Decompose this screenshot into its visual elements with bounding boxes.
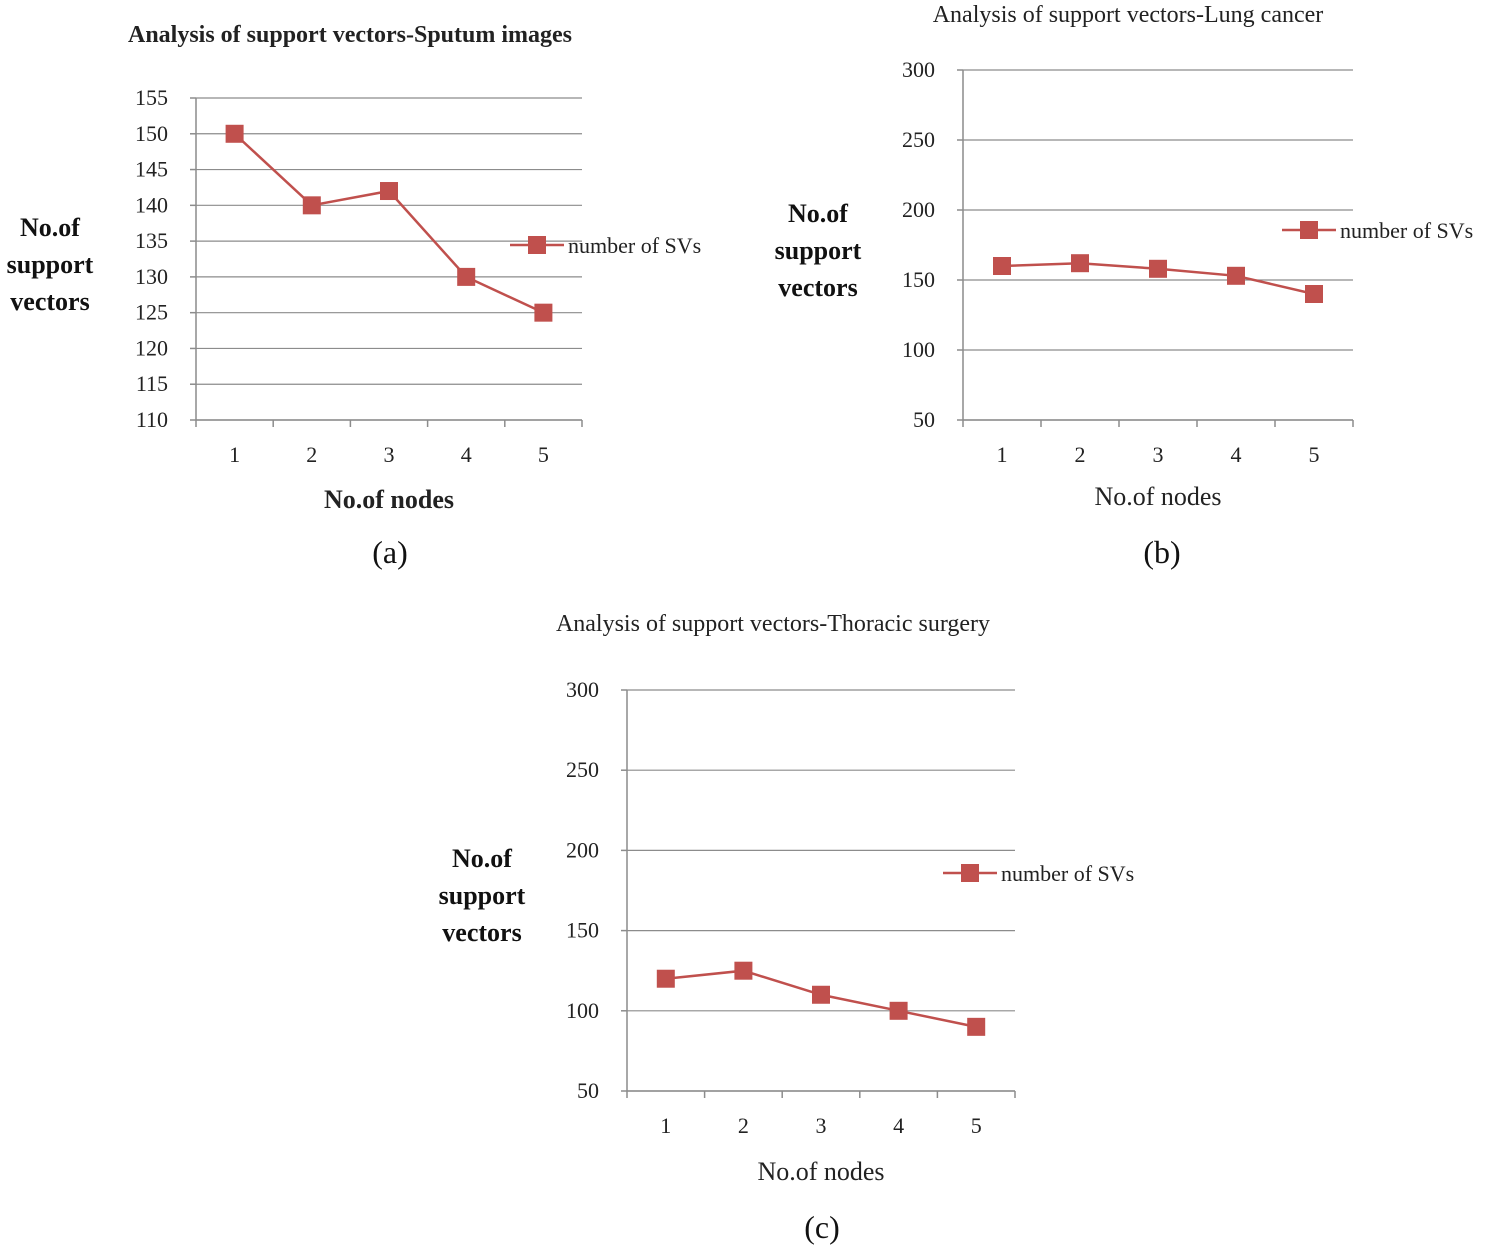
x-axis-label: No.of nodes xyxy=(324,485,454,514)
legend-marker xyxy=(1300,221,1318,239)
chart-caption: (c) xyxy=(804,1209,840,1245)
y-tick-label: 120 xyxy=(135,335,168,360)
y-tick-label: 300 xyxy=(902,57,935,82)
data-point-marker xyxy=(656,969,675,988)
y-tick-label: 115 xyxy=(136,371,168,396)
x-tick-label: 1 xyxy=(229,442,240,467)
chart-b: Analysis of support vectors-Lung cancer 5… xyxy=(775,2,1474,570)
data-point-marker xyxy=(1149,259,1167,278)
data-point-marker xyxy=(993,257,1011,275)
x-tick-label: 2 xyxy=(738,1113,749,1138)
chart-title: Analysis of support vectors-Thoracic sur… xyxy=(556,611,990,637)
data-point-marker xyxy=(225,124,244,143)
y-tick-label: 100 xyxy=(902,337,935,362)
y-tick-label: 100 xyxy=(566,998,599,1023)
y-tick-label: 135 xyxy=(135,228,168,253)
x-tick-label: 2 xyxy=(1075,442,1086,467)
y-tick-label: 145 xyxy=(135,157,168,182)
x-tick-label: 4 xyxy=(893,1113,904,1138)
y-tick-label: 125 xyxy=(135,300,168,325)
legend-marker xyxy=(528,236,546,254)
chart-caption: (a) xyxy=(372,534,408,570)
y-tick-label: 150 xyxy=(566,918,599,943)
data-point-marker xyxy=(734,961,753,980)
y-tick-label: 50 xyxy=(913,407,935,432)
data-point-marker xyxy=(967,1017,986,1036)
data-point-marker xyxy=(1227,266,1245,285)
x-tick-label: 2 xyxy=(306,442,317,467)
y-tick-label: 155 xyxy=(135,85,168,110)
chart-title: Analysis of support vectors-Lung cancer xyxy=(933,2,1324,28)
y-tick-label: 300 xyxy=(566,677,599,702)
chart-c: Analysis of support vectors-Thoracic sur… xyxy=(439,611,1135,1245)
y-tick-label: 150 xyxy=(135,121,168,146)
x-tick-label: 1 xyxy=(997,442,1008,467)
chart-a: Analysis of support vectors-Sputum image… xyxy=(7,22,702,570)
y-tick-label: 110 xyxy=(136,407,168,432)
data-point-marker xyxy=(1071,254,1089,273)
x-tick-label: 1 xyxy=(660,1113,671,1138)
y-axis-label: No.of support vectors xyxy=(439,844,526,947)
y-tick-label: 130 xyxy=(135,264,168,289)
x-tick-label: 3 xyxy=(816,1113,827,1138)
y-tick-label: 150 xyxy=(902,267,935,292)
x-tick-label: 5 xyxy=(1309,442,1320,467)
y-tick-label: 140 xyxy=(135,192,168,217)
y-tick-label: 250 xyxy=(566,757,599,782)
x-tick-label: 5 xyxy=(538,442,549,467)
legend-label: number of SVs xyxy=(1340,218,1473,243)
x-tick-label: 4 xyxy=(1231,442,1242,467)
y-tick-label: 200 xyxy=(566,837,599,862)
data-point-marker xyxy=(812,985,830,1004)
legend-label: number of SVs xyxy=(568,233,701,258)
data-point-marker xyxy=(380,182,398,201)
x-axis-label: No.of nodes xyxy=(757,1157,884,1186)
chart-caption: (b) xyxy=(1143,534,1180,570)
chart-title: Analysis of support vectors-Sputum image… xyxy=(128,22,572,48)
data-point-marker xyxy=(457,267,476,286)
x-axis-label: No.of nodes xyxy=(1094,482,1221,511)
x-tick-label: 3 xyxy=(1153,442,1164,467)
data-point-marker xyxy=(534,303,553,322)
y-axis-label: No.of support vectors xyxy=(775,199,862,302)
y-tick-label: 250 xyxy=(902,127,935,152)
y-axis-label: No.of support vectors xyxy=(7,213,94,316)
y-tick-label: 50 xyxy=(577,1078,599,1103)
data-point-marker xyxy=(302,196,321,215)
y-tick-label: 200 xyxy=(902,197,935,222)
x-tick-label: 5 xyxy=(971,1113,982,1138)
x-tick-label: 4 xyxy=(461,442,472,467)
series-line xyxy=(233,132,544,314)
legend-marker xyxy=(961,864,979,882)
data-point-marker xyxy=(889,1001,908,1020)
legend-label: number of SVs xyxy=(1001,861,1134,886)
data-point-marker xyxy=(1305,285,1323,303)
x-tick-label: 3 xyxy=(384,442,395,467)
